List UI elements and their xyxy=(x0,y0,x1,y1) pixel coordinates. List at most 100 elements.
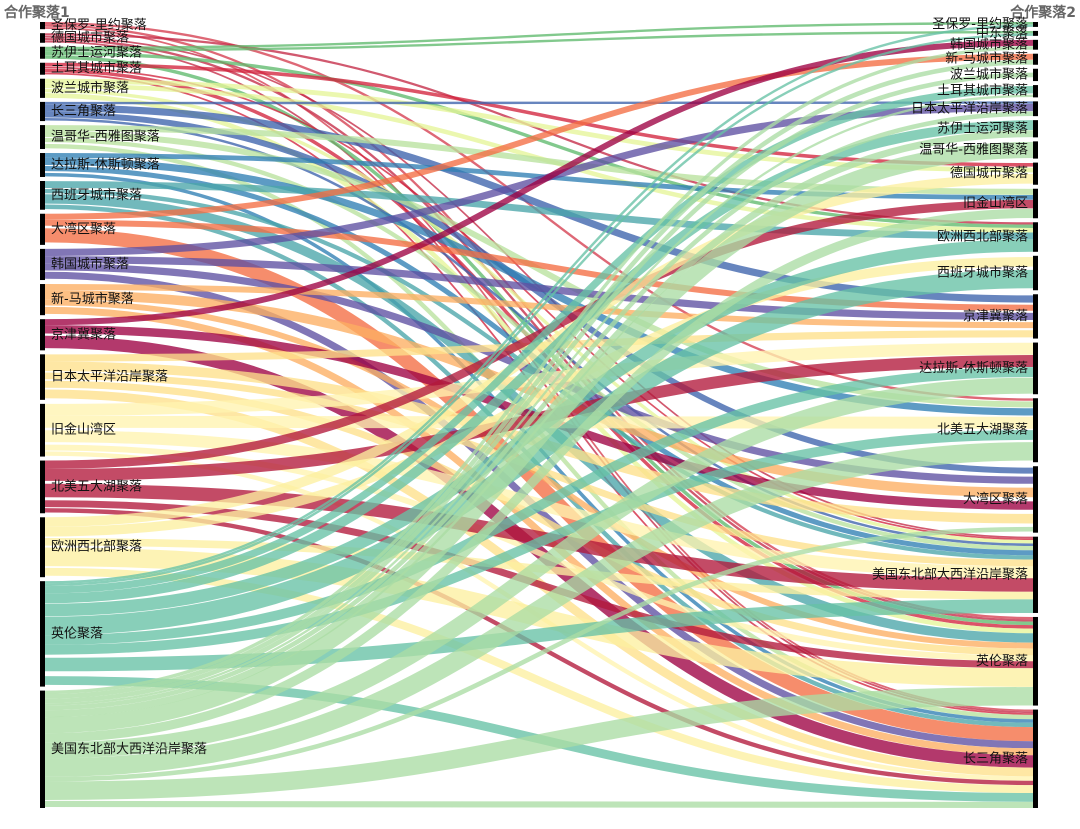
sankey-link xyxy=(44,199,1034,469)
sankey-link xyxy=(44,120,1034,604)
left-node-label: 西班牙城市聚落 xyxy=(51,187,142,203)
right-node-label: 北美五大湖聚落 xyxy=(937,423,1028,438)
right-node-label: 西班牙城市聚落 xyxy=(937,265,1028,281)
sankey-link xyxy=(44,444,1034,662)
right-node-bar[interactable] xyxy=(1033,188,1038,219)
left-node-label: 北美五大湖聚落 xyxy=(51,479,142,494)
sankey-nodes xyxy=(40,22,1038,808)
right-node-label: 美国东北部大西洋沿岸聚落 xyxy=(872,567,1028,582)
sankey-link xyxy=(44,367,1034,645)
left-node-bar[interactable] xyxy=(40,22,45,30)
left-node-label: 达拉斯-休斯顿聚落 xyxy=(51,158,160,173)
sankey-link xyxy=(44,442,1034,777)
right-node-label: 土耳其城市聚落 xyxy=(937,83,1028,99)
left-node-bar[interactable] xyxy=(40,517,45,578)
sankey-link xyxy=(44,256,1034,321)
left-node-bar[interactable] xyxy=(40,319,45,351)
left-node-label: 旧金山湾区 xyxy=(51,422,116,438)
sankey-link xyxy=(44,257,1034,537)
right-node-bar[interactable] xyxy=(1033,101,1038,117)
right-node-label: 欧洲西北部聚落 xyxy=(937,230,1028,245)
sankey-link xyxy=(44,141,1034,734)
sankey-link xyxy=(44,430,1034,655)
sankey-link xyxy=(44,86,1034,594)
right-node-bar[interactable] xyxy=(1033,222,1038,252)
sankey-link xyxy=(44,22,1034,50)
right-node-bar[interactable] xyxy=(1033,85,1038,98)
left-node-label: 土耳其城市聚落 xyxy=(51,60,142,76)
left-node-bar[interactable] xyxy=(40,690,45,808)
left-node-label: 波兰城市聚落 xyxy=(51,80,129,96)
right-node-bar[interactable] xyxy=(1033,30,1038,36)
right-node-label: 温哥华-西雅图聚落 xyxy=(919,142,1028,157)
right-node-label: 圣保罗-里约聚落 xyxy=(932,17,1028,32)
left-node-bar[interactable] xyxy=(40,78,45,98)
right-node-bar[interactable] xyxy=(1033,466,1038,533)
left-node-bar[interactable] xyxy=(40,403,45,457)
right-node-label: 新-马城市聚落 xyxy=(945,51,1028,67)
right-node-bar[interactable] xyxy=(1033,536,1038,613)
sankey-link xyxy=(44,526,1034,782)
sankey-link xyxy=(44,130,1034,718)
left-node-bar[interactable] xyxy=(40,460,45,514)
left-node-bar[interactable] xyxy=(40,62,45,75)
left-node-label: 日本太平洋沿岸聚落 xyxy=(51,370,168,385)
sankey-link xyxy=(44,800,1034,808)
sankey-link xyxy=(44,72,1034,704)
left-node-bar[interactable] xyxy=(40,180,45,210)
left-node-bar[interactable] xyxy=(40,46,45,59)
right-axis-title: 合作聚落2 xyxy=(1010,5,1076,21)
left-node-label: 大湾区聚落 xyxy=(51,221,116,237)
left-node-label: 京津冀聚落 xyxy=(51,326,116,342)
right-node-label: 大湾区聚落 xyxy=(963,491,1028,507)
left-node-bar[interactable] xyxy=(40,354,45,400)
left-node-label: 韩国城市聚落 xyxy=(51,256,129,272)
sankey-link xyxy=(44,355,1034,481)
sankey-links xyxy=(44,21,1034,808)
left-node-bar[interactable] xyxy=(40,125,45,150)
right-node-label: 日本太平洋沿岸聚落 xyxy=(911,101,1028,116)
left-node-label: 美国东北部大西洋沿岸聚落 xyxy=(51,742,207,757)
right-node-bar[interactable] xyxy=(1033,709,1038,808)
right-node-bar[interactable] xyxy=(1033,68,1038,82)
sankey-link xyxy=(44,174,1034,527)
right-node-bar[interactable] xyxy=(1033,616,1038,706)
left-node-bar[interactable] xyxy=(40,101,45,122)
left-node-bar[interactable] xyxy=(40,248,45,281)
right-node-bar[interactable] xyxy=(1033,162,1038,185)
right-node-bar[interactable] xyxy=(1033,141,1038,159)
left-node-label: 欧洲西北部聚落 xyxy=(51,540,142,555)
left-node-bar[interactable] xyxy=(40,581,45,687)
right-node-label: 波兰城市聚落 xyxy=(950,66,1028,82)
right-node-bar[interactable] xyxy=(1033,294,1038,339)
sankey-link xyxy=(44,269,1034,636)
left-node-label: 长三角聚落 xyxy=(51,104,116,119)
left-node-bar[interactable] xyxy=(40,33,45,43)
sankey-link xyxy=(44,508,1034,786)
left-node-bar[interactable] xyxy=(40,284,45,316)
right-node-label: 韩国城市聚落 xyxy=(950,36,1028,52)
right-node-bar[interactable] xyxy=(1033,22,1038,27)
right-node-bar[interactable] xyxy=(1033,39,1038,50)
sankey-labels: 圣保罗-里约聚落德国城市聚落苏伊士运河聚落土耳其城市聚落波兰城市聚落长三角聚落温… xyxy=(51,17,1028,766)
right-node-bar[interactable] xyxy=(1033,120,1038,138)
right-node-bar[interactable] xyxy=(1033,342,1038,395)
sankey-link xyxy=(44,687,1034,800)
right-node-bar[interactable] xyxy=(1033,255,1038,291)
right-node-label: 京津冀聚落 xyxy=(963,308,1028,324)
sankey-link xyxy=(44,104,1034,303)
left-node-label: 新-马城市聚落 xyxy=(51,291,134,307)
right-node-bar[interactable] xyxy=(1033,53,1038,65)
sankey-link xyxy=(44,111,1034,711)
left-node-label: 德国城市聚落 xyxy=(51,29,129,45)
left-node-label: 英伦聚落 xyxy=(51,626,103,641)
right-node-label: 德国城市聚落 xyxy=(950,165,1028,181)
left-node-bar[interactable] xyxy=(40,153,45,177)
right-node-bar[interactable] xyxy=(1033,398,1038,463)
sankey-link xyxy=(44,46,1034,695)
left-node-label: 苏伊士运河聚落 xyxy=(51,44,142,60)
left-node-bar[interactable] xyxy=(40,213,45,245)
sankey-link xyxy=(44,208,1034,743)
sankey-link xyxy=(44,24,1034,584)
